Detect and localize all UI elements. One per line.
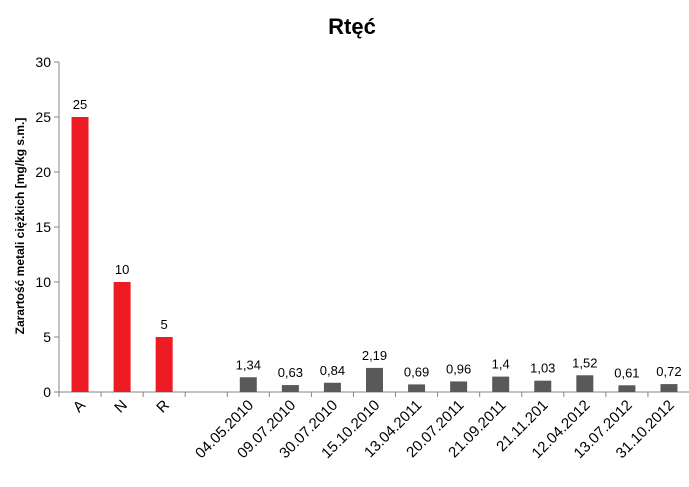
bar	[71, 117, 89, 392]
data-label: 0,72	[656, 364, 681, 379]
bar	[113, 282, 131, 392]
data-label: 0,96	[446, 361, 471, 376]
data-label: 5	[161, 317, 168, 332]
bar	[281, 385, 299, 392]
data-label: 0,61	[614, 365, 639, 380]
bar	[534, 380, 552, 392]
x-tick-label: R	[153, 397, 173, 417]
bars	[71, 117, 678, 392]
data-label: 1,52	[572, 355, 597, 370]
x-tick-label: A	[70, 397, 89, 416]
data-label: 2,19	[362, 348, 387, 363]
y-tick-label: 25	[35, 109, 51, 125]
data-label: 25	[73, 97, 87, 112]
bar	[660, 384, 678, 392]
bar	[408, 384, 426, 392]
data-label: 0,63	[278, 365, 303, 380]
y-tick-label: 0	[43, 384, 51, 400]
x-tick-labels: A N R 04.05.201009.07.201030.07.201015.10.2…	[70, 397, 678, 462]
data-label: 0,69	[404, 364, 429, 379]
data-label: 1,03	[530, 361, 555, 376]
y-tick-label: 10	[35, 274, 51, 290]
data-label: 1,4	[492, 357, 510, 372]
bar	[155, 337, 173, 392]
axes	[54, 61, 689, 397]
data-label: 1,34	[236, 357, 261, 372]
bar	[450, 381, 468, 392]
bar	[492, 376, 510, 392]
x-tick-label: N	[111, 397, 131, 417]
bar	[239, 377, 257, 392]
bar	[618, 385, 636, 392]
data-label: 10	[115, 262, 129, 277]
y-tick-label: 30	[35, 54, 51, 70]
bar	[366, 367, 383, 392]
y-tick-label: 15	[35, 219, 51, 235]
data-label: 0,84	[320, 363, 345, 378]
bar	[576, 375, 594, 392]
bar	[323, 382, 341, 392]
chart-title: Rtęć	[328, 14, 376, 39]
y-tick-labels: 0 5 10 15 20 25 30	[35, 54, 51, 400]
y-tick-label: 5	[43, 329, 51, 345]
y-tick-label: 20	[35, 164, 51, 180]
y-axis-label: Zarartość metali ciężkich [mg/kg s.m.]	[13, 118, 27, 335]
data-labels: 25 10 5 1,34 0,63 0,84 2,19 0,69 0,96 1,4 1,03 1,52…	[73, 97, 682, 380]
